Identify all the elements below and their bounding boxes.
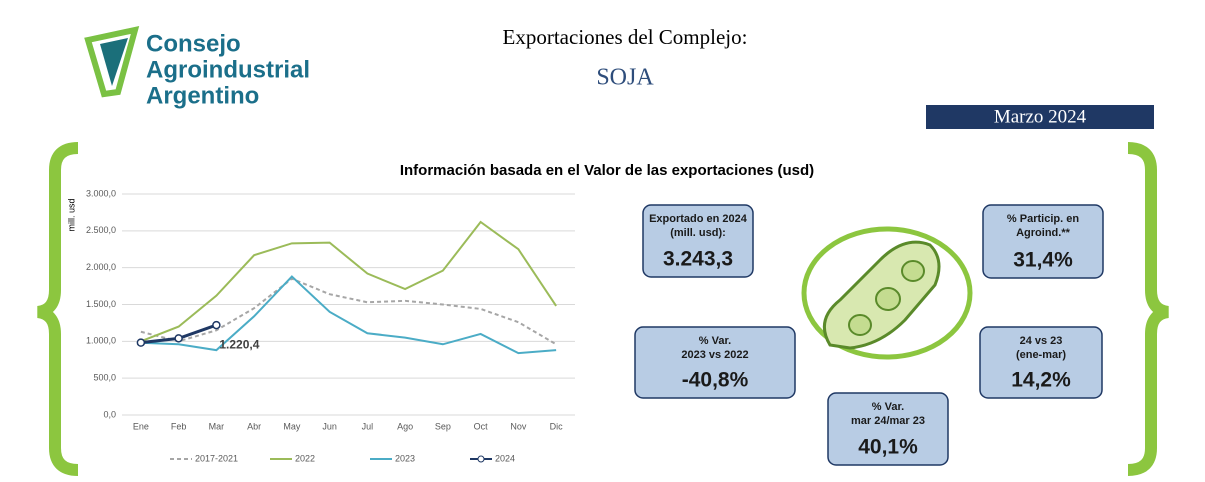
kpi-label: mar 24/mar 23	[851, 415, 925, 427]
x-tick-label: Abr	[247, 421, 261, 431]
y-tick-label: 0,0	[103, 409, 116, 419]
header-subtitle: SOJA	[596, 65, 654, 91]
soy-pod	[801, 226, 973, 360]
x-tick-label: Jun	[322, 421, 337, 431]
logo-text: Agroindustrial	[146, 56, 310, 83]
kpi-label: 2023 vs 2022	[681, 349, 748, 361]
y-tick-label: 2.500,0	[86, 225, 116, 235]
x-tick-label: Dic	[550, 421, 563, 431]
legend-label: 2022	[295, 453, 315, 463]
x-tick-label: Feb	[171, 421, 187, 431]
brace	[36, 142, 79, 476]
x-tick-label: Oct	[474, 421, 489, 431]
logo-text: Consejo	[146, 30, 241, 57]
chart-title: Información basada en el Valor de las ex…	[400, 162, 814, 179]
kpi-value: 40,1%	[858, 436, 918, 459]
value-label: 1.220,4	[219, 337, 259, 351]
x-tick-label: Mar	[209, 421, 225, 431]
kpi-box	[642, 204, 754, 278]
kpi-label: % Var.	[872, 401, 904, 413]
y-tick-label: 2.000,0	[86, 262, 116, 272]
kpi-label: 24 vs 23	[1020, 335, 1063, 347]
y-tick-label: 3.000,0	[86, 188, 116, 198]
x-tick-label: Jul	[362, 421, 374, 431]
kpi-value: -40,8%	[682, 369, 749, 392]
kpi-box	[827, 392, 949, 466]
kpi-label: (ene-mar)	[1016, 349, 1066, 361]
kpi-label: Exportado en 2024	[649, 213, 748, 225]
x-tick-label: Ago	[397, 421, 413, 431]
kpi-value: 14,2%	[1011, 369, 1071, 392]
kpi-box	[982, 204, 1104, 279]
y-tick-label: 1.000,0	[86, 336, 116, 346]
kpi-label: (mill. usd):	[670, 227, 726, 239]
series-line	[140, 277, 557, 346]
logo-icon	[84, 26, 140, 98]
point	[174, 334, 183, 343]
x-tick-label: May	[283, 421, 301, 431]
legend-label: 2017-2021	[195, 453, 238, 463]
kpi-box	[634, 326, 796, 399]
brace	[1127, 142, 1170, 476]
x-tick-label: Ene	[133, 421, 149, 431]
legend-marker	[477, 455, 485, 463]
x-tick-label: Sep	[435, 421, 451, 431]
date: Marzo 2024	[994, 106, 1087, 127]
kpi-label: % Var.	[699, 335, 731, 347]
y-tick-label: 1.500,0	[86, 299, 116, 309]
date-box	[926, 105, 1154, 129]
logo-text: Argentino	[146, 82, 259, 109]
y-axis-label: mill. usd	[66, 198, 76, 231]
kpi-box	[979, 326, 1103, 399]
kpi-label: % Particip. en	[1007, 213, 1079, 225]
header-title: Exportaciones del Complejo:	[503, 25, 748, 49]
legend-label: 2023	[395, 453, 415, 463]
y-tick-label: 500,0	[93, 373, 116, 383]
series-line	[140, 220, 557, 343]
point	[136, 338, 146, 347]
kpi-value: 3.243,3	[663, 248, 733, 271]
point	[212, 320, 221, 330]
series-line	[140, 275, 557, 355]
kpi-value: 31,4%	[1013, 249, 1073, 272]
x-tick-label: Nov	[510, 421, 527, 431]
legend-label: 2024	[495, 453, 515, 463]
kpi-label: Agroind.**	[1016, 227, 1070, 239]
